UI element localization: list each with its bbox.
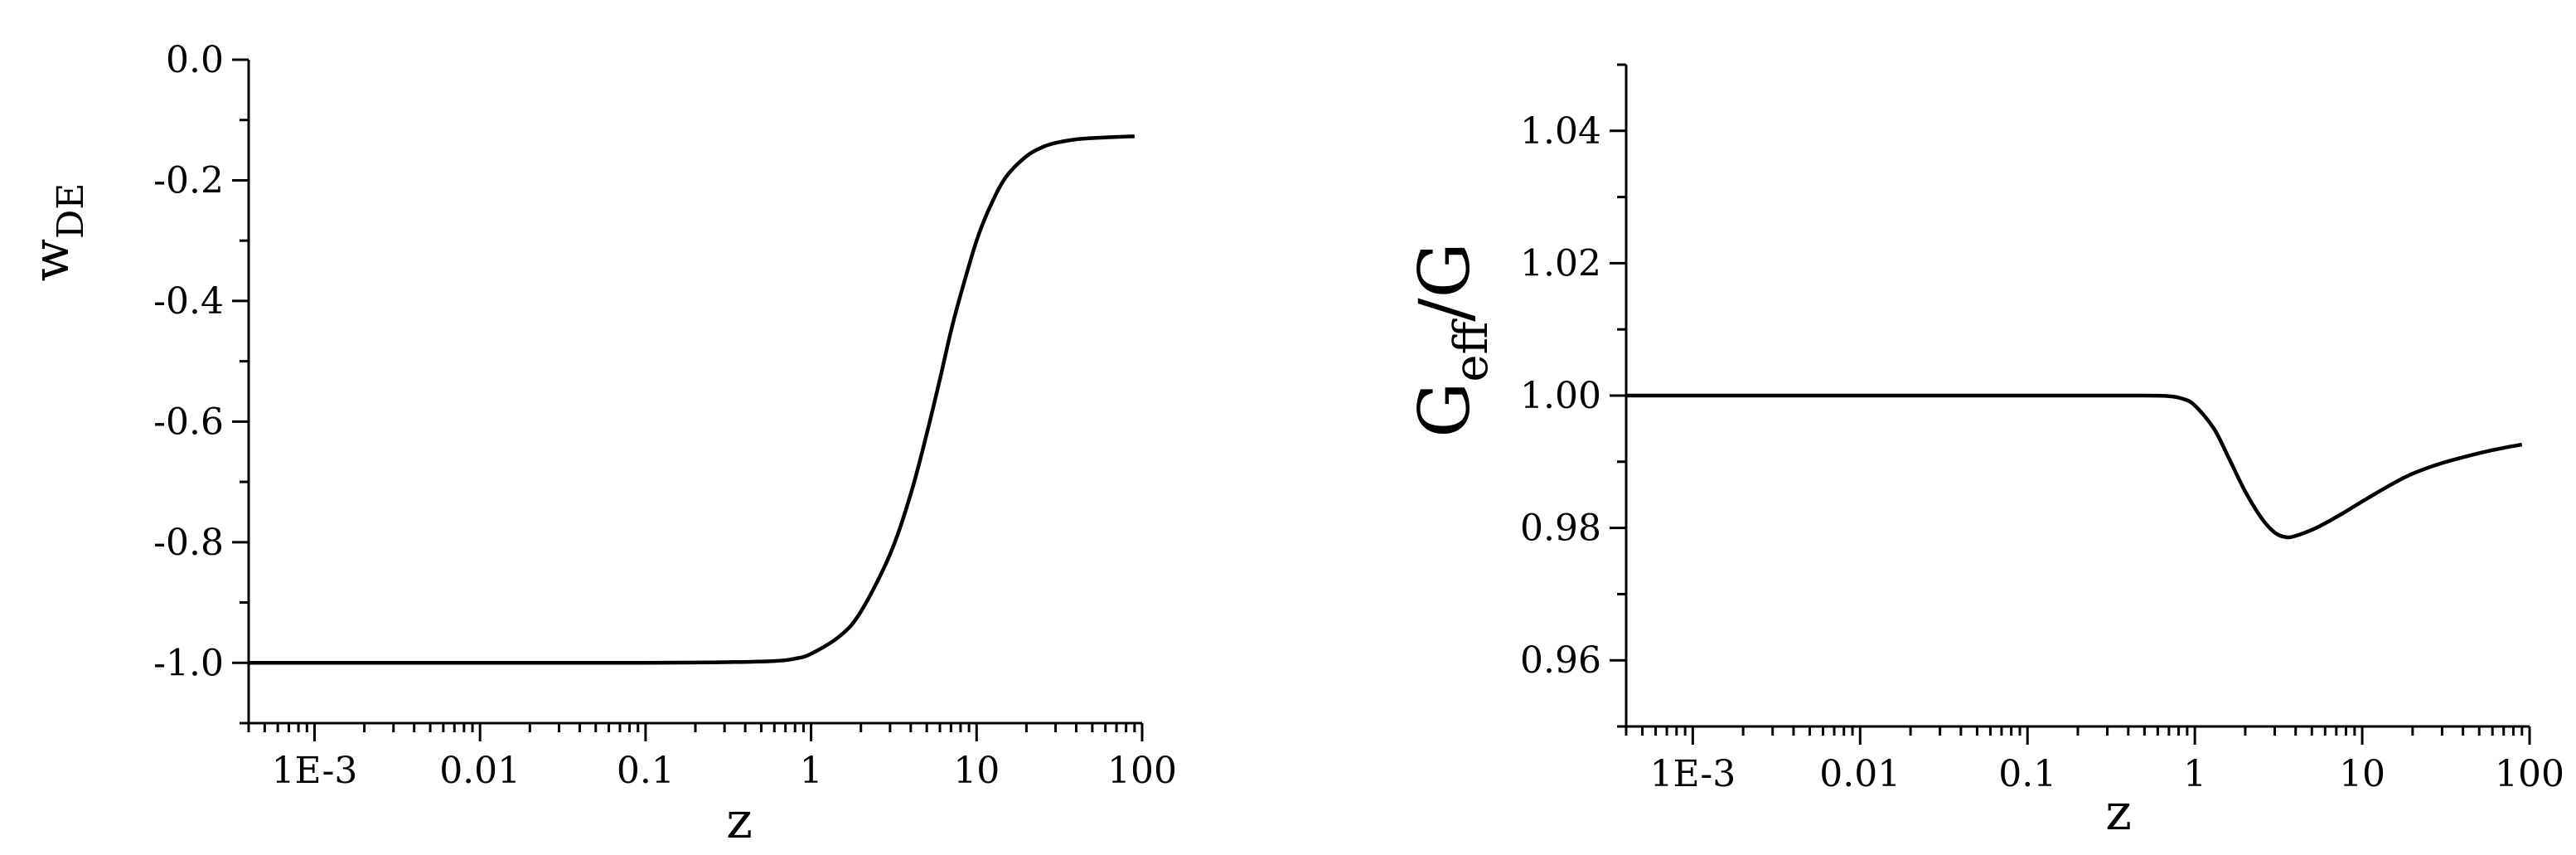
y-axis-title-sub: DE (50, 183, 92, 239)
x-tick-label: 1 (800, 750, 823, 792)
chart-wde: wDE z 1E-3 0.01 0.1 1 10 100 0.0 -0.2 -0.4 -0.6 -0… (22, 39, 1177, 850)
y-tick-label: -0.2 (153, 159, 224, 202)
y-tick-label: 0.96 (1520, 639, 1601, 682)
x-tick-label: 100 (1107, 750, 1177, 792)
chart-geff: Geff/G z 1E-3 0.01 0.1 1 10 100 1.04 1.02 1.00 0.… (1404, 63, 2564, 842)
y-axis-title-main: w (22, 239, 80, 281)
series-group (1626, 393, 2523, 540)
x-axis-title: z (2105, 784, 2132, 842)
ticks-group (1610, 63, 2531, 745)
tick-labels-group: 1E-3 0.01 0.1 1 10 100 0.0 -0.2 -0.4 -0.6 -0.8 -1.0 (153, 39, 1177, 792)
x-tick-label: 1E-3 (272, 750, 358, 792)
y-axis-title-suffix: /G (1404, 242, 1485, 321)
y-axis-title-main: G (1404, 382, 1485, 438)
y-tick-label: 1.00 (1520, 375, 1601, 417)
x-tick-label: 10 (953, 750, 1000, 792)
y-tick-label: -1.0 (153, 642, 224, 684)
y-tick-label: 0.0 (166, 39, 224, 81)
y-tick-label: -0.8 (153, 522, 224, 564)
tick-labels-group: 1E-3 0.01 0.1 1 10 100 1.04 1.02 1.00 0.98 0.96 (1520, 110, 2564, 795)
x-tick-label: 10 (2339, 753, 2385, 795)
y-tick-label: -0.4 (153, 280, 224, 323)
x-tick-label: 0.1 (617, 750, 675, 792)
series-line (249, 134, 1135, 665)
x-tick-label: 1E-3 (1649, 753, 1736, 795)
x-tick-label: 0.01 (439, 750, 521, 792)
y-axis-title: wDE (22, 183, 92, 282)
y-tick-label: -0.6 (153, 401, 224, 443)
y-axis-title: Geff/G (1404, 242, 1499, 437)
y-axis-title-sub: eff (1445, 318, 1499, 381)
svg-text:Geff/G: Geff/G (1404, 242, 1499, 437)
y-tick-label: 1.04 (1520, 110, 1601, 153)
series-line (1626, 393, 2523, 540)
x-axis-title: z (726, 792, 753, 850)
x-tick-label: 1 (2183, 753, 2206, 795)
x-tick-label: 0.01 (1819, 753, 1901, 795)
x-tick-label: 0.1 (1998, 753, 2056, 795)
y-tick-label: 0.98 (1520, 508, 1601, 550)
x-tick-label: 100 (2495, 753, 2564, 795)
svg-text:wDE: wDE (22, 183, 92, 282)
series-group (249, 134, 1135, 665)
y-tick-label: 1.02 (1520, 242, 1601, 284)
ticks-group (232, 58, 1144, 741)
